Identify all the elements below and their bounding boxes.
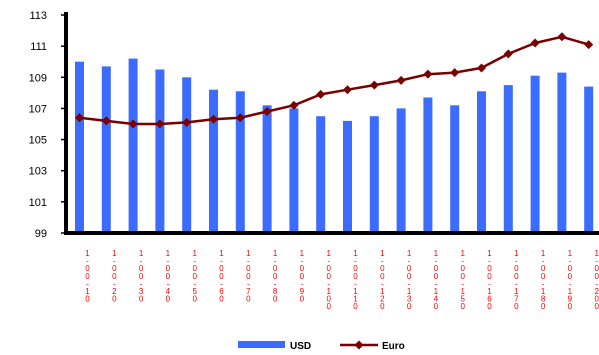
usd-bar	[128, 58, 138, 233]
euro-point	[396, 75, 406, 85]
x-tick-label: 1 -0 0 -1 0 0	[326, 249, 331, 311]
usd-bars	[75, 58, 594, 234]
x-tick-label: 1 -0 0 -4 0	[166, 249, 171, 304]
legend: USD Euro	[238, 340, 405, 352]
x-tick-label: 1 -0 0 -7 0	[246, 249, 251, 304]
legend-euro-marker	[354, 340, 364, 350]
usd-bar	[584, 86, 594, 233]
usd-bar	[316, 116, 326, 233]
y-tick-label: 111	[30, 41, 47, 53]
x-tick-label: 1 -0 0 -1 4 0	[434, 249, 439, 311]
x-tick-label: 1 -0 0 -2 0 0	[594, 249, 599, 311]
y-tick-label: 101	[29, 197, 47, 209]
euro-series	[75, 32, 594, 129]
legend-usd-label: USD	[290, 341, 311, 352]
y-tick-label: 105	[29, 135, 47, 147]
usd-bar	[209, 89, 218, 233]
euro-point	[530, 38, 540, 48]
x-tick-label: 1 -0 0 -1 9 0	[568, 249, 573, 311]
y-axis-ticks: 99 101 103 105 107 109 111 113	[29, 10, 66, 240]
usd-bar	[423, 97, 433, 233]
euro-point	[450, 68, 460, 78]
euro-point	[155, 119, 165, 129]
usd-bar	[530, 75, 540, 233]
y-tick-label: 99	[35, 228, 47, 240]
euro-point	[477, 63, 486, 73]
x-tick-label: 1 -0 0 -1 8 0	[541, 249, 546, 311]
x-tick-label: 1 -0 0 -1 0	[85, 249, 90, 304]
legend-euro-label: Euro	[382, 341, 405, 352]
usd-bar	[369, 116, 379, 233]
usd-bar	[477, 91, 486, 233]
y-tick-label: 107	[29, 103, 47, 115]
x-axis-ticks: 1 -0 0 -1 0 1 -0 0 -2 0 1 -0 0 -3 0 1 -0 0 -4 0 1 -0 0 -5 0 1 -0 0-…	[85, 249, 599, 311]
legend-usd-swatch	[238, 341, 285, 348]
euro-point	[128, 119, 138, 129]
x-tick-label: 1 -0 0 -1 6 0	[487, 249, 492, 311]
usd-bar	[557, 72, 567, 233]
y-tick-label: 103	[29, 166, 47, 178]
euro-point	[75, 113, 84, 123]
usd-bar	[155, 69, 165, 233]
usd-bar	[503, 85, 513, 233]
x-tick-label: 1 -0 0 -1 3 0	[407, 249, 412, 311]
x-tick-label: 1 -0 0 -1 7 0	[514, 249, 519, 311]
euro-point	[101, 116, 111, 126]
x-tick-label: 1 -0 0 -1 2 0	[380, 249, 385, 311]
euro-point	[262, 107, 272, 117]
euro-point	[557, 32, 567, 42]
usd-bar	[182, 77, 192, 233]
y-tick-label: 109	[29, 72, 47, 84]
y-tick-label: 113	[29, 10, 47, 22]
axes	[64, 12, 599, 235]
x-tick-label: 1 -0 0 -1 1 0	[353, 249, 358, 311]
usd-bar	[289, 108, 299, 233]
euro-point	[316, 89, 326, 99]
usd-bar	[75, 61, 84, 234]
usd-bar	[262, 105, 272, 233]
euro-point	[369, 80, 379, 90]
usd-bar	[396, 108, 406, 233]
usd-bar	[450, 105, 460, 233]
usd-bar	[235, 91, 245, 233]
x-tick-label: 1 -0 0 -5 0	[192, 249, 197, 304]
x-tick-label: 1 -0 0 -2 0	[112, 249, 117, 304]
euro-point	[235, 113, 245, 123]
euro-point	[503, 49, 513, 59]
x-tick-label: 1 -0 0 -1 5 0	[460, 249, 465, 311]
euro-point	[343, 85, 352, 95]
usd-bar	[101, 66, 111, 234]
x-tick-label: 1 -0 0 -3 0	[139, 249, 144, 304]
x-tick-label: 1 -0 0 -9 0	[300, 249, 305, 304]
euro-point	[289, 100, 299, 110]
euro-point	[584, 40, 594, 50]
x-tick-label: 1 -0 0 -8 0	[273, 249, 278, 304]
euro-line	[79, 35, 590, 126]
euro-point	[423, 69, 433, 79]
usd-bar	[343, 120, 352, 233]
x-tick-label: 1 -0 0 -6 0	[219, 249, 224, 304]
euro-point	[182, 117, 192, 127]
euro-point	[209, 114, 218, 124]
